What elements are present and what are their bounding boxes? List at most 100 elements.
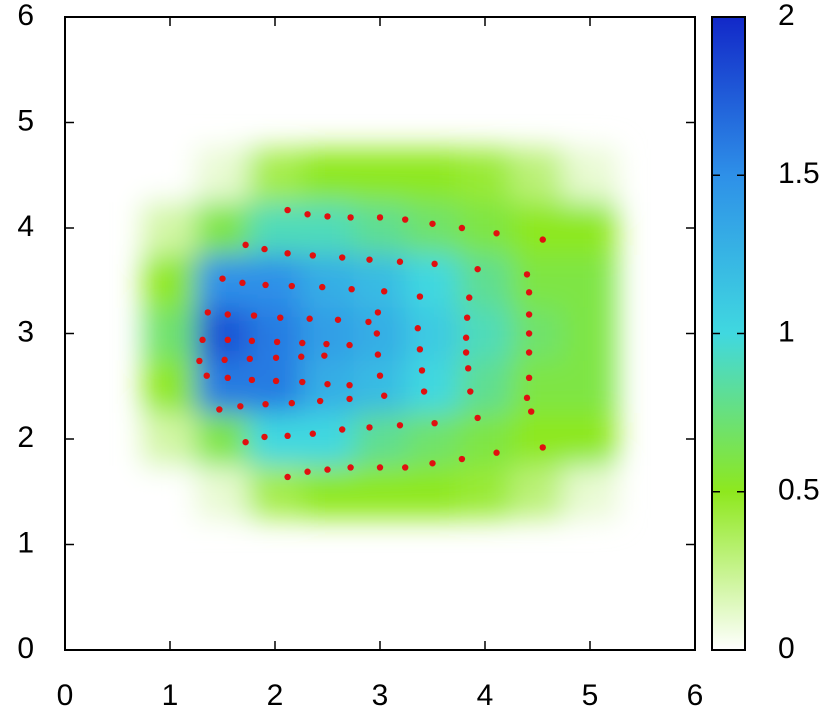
point (284, 432, 291, 440)
point (284, 473, 291, 481)
point (431, 260, 438, 268)
point (402, 216, 409, 223)
point (199, 336, 206, 344)
point (309, 430, 316, 437)
heat-cell (405, 412, 460, 466)
point (204, 309, 211, 316)
point (309, 252, 316, 259)
heat-cell (195, 464, 250, 519)
heat-cell (300, 148, 355, 203)
colorbar-tick-label: 2 (778, 0, 795, 32)
point (323, 340, 330, 348)
heat-cell (248, 464, 302, 519)
point (346, 395, 353, 403)
point (523, 394, 531, 402)
heat-cell (563, 201, 617, 255)
x-tick-label: 5 (582, 679, 599, 712)
heat-cell (143, 306, 197, 361)
point (288, 282, 295, 290)
point (396, 422, 404, 429)
heat-cell (458, 201, 512, 255)
heat-cell (405, 464, 460, 519)
axes: 0 1 2 3 4 5 6 0 1 2 3 4 5 6 0 0.5 1 1.5 2 (17, 0, 819, 712)
heat-cell (143, 201, 197, 255)
point (347, 464, 354, 471)
point (299, 378, 306, 386)
point (216, 406, 223, 413)
point (334, 316, 342, 323)
point (525, 289, 533, 296)
point (374, 309, 382, 316)
point (239, 279, 246, 287)
point (324, 213, 331, 220)
heat-cell (143, 148, 197, 203)
point (528, 408, 535, 415)
point (373, 330, 381, 337)
heat-cell (510, 359, 565, 414)
point (429, 220, 436, 227)
point (324, 466, 331, 473)
point (261, 433, 268, 441)
point (262, 400, 269, 408)
point (376, 464, 384, 471)
point (196, 357, 203, 365)
y-tick-label: 4 (17, 210, 34, 243)
heat-cell (300, 412, 355, 466)
point (288, 399, 295, 407)
point (458, 224, 466, 232)
heat-cell (510, 201, 565, 255)
point (319, 283, 326, 291)
x-tick-label: 0 (57, 679, 74, 712)
heat-cell (563, 253, 617, 308)
point (402, 464, 409, 471)
point (261, 245, 268, 253)
heat-cell (143, 359, 197, 414)
heat-cell (510, 412, 565, 466)
point (416, 293, 424, 300)
heat-cell (353, 464, 407, 519)
heat-cell (510, 148, 565, 203)
point (272, 377, 280, 385)
heatmap (143, 148, 617, 519)
heat-cell (510, 253, 565, 308)
heat-cell (563, 306, 617, 361)
point (523, 271, 531, 278)
heat-cell (300, 253, 355, 308)
point (467, 388, 474, 395)
point (321, 352, 328, 359)
point (339, 254, 346, 261)
point (474, 265, 481, 273)
heat-cell (405, 359, 460, 414)
point (272, 354, 280, 361)
heat-cell (195, 201, 250, 255)
point (347, 214, 354, 221)
heat-cell (300, 306, 355, 361)
x-tick-label: 3 (372, 679, 389, 712)
heat-cell (405, 306, 460, 361)
y-tick-label: 5 (17, 104, 34, 137)
heat-cell (353, 148, 407, 203)
point (348, 285, 355, 293)
point (250, 312, 258, 319)
heat-cell (510, 306, 565, 361)
point (346, 341, 353, 349)
x-tick-label: 2 (267, 679, 284, 712)
point (429, 460, 436, 467)
heat-cell (143, 253, 197, 308)
y-tick-label: 3 (17, 315, 34, 348)
point (431, 419, 438, 427)
point (474, 414, 481, 422)
heat-cell (353, 359, 407, 414)
heat-cell (353, 201, 407, 255)
point (262, 281, 269, 289)
point (525, 330, 533, 337)
point (525, 311, 533, 318)
point (376, 372, 384, 379)
point (242, 438, 249, 446)
point (416, 346, 424, 353)
heat-cell (248, 412, 302, 466)
point (284, 206, 291, 214)
point (339, 426, 346, 433)
point (365, 318, 372, 326)
